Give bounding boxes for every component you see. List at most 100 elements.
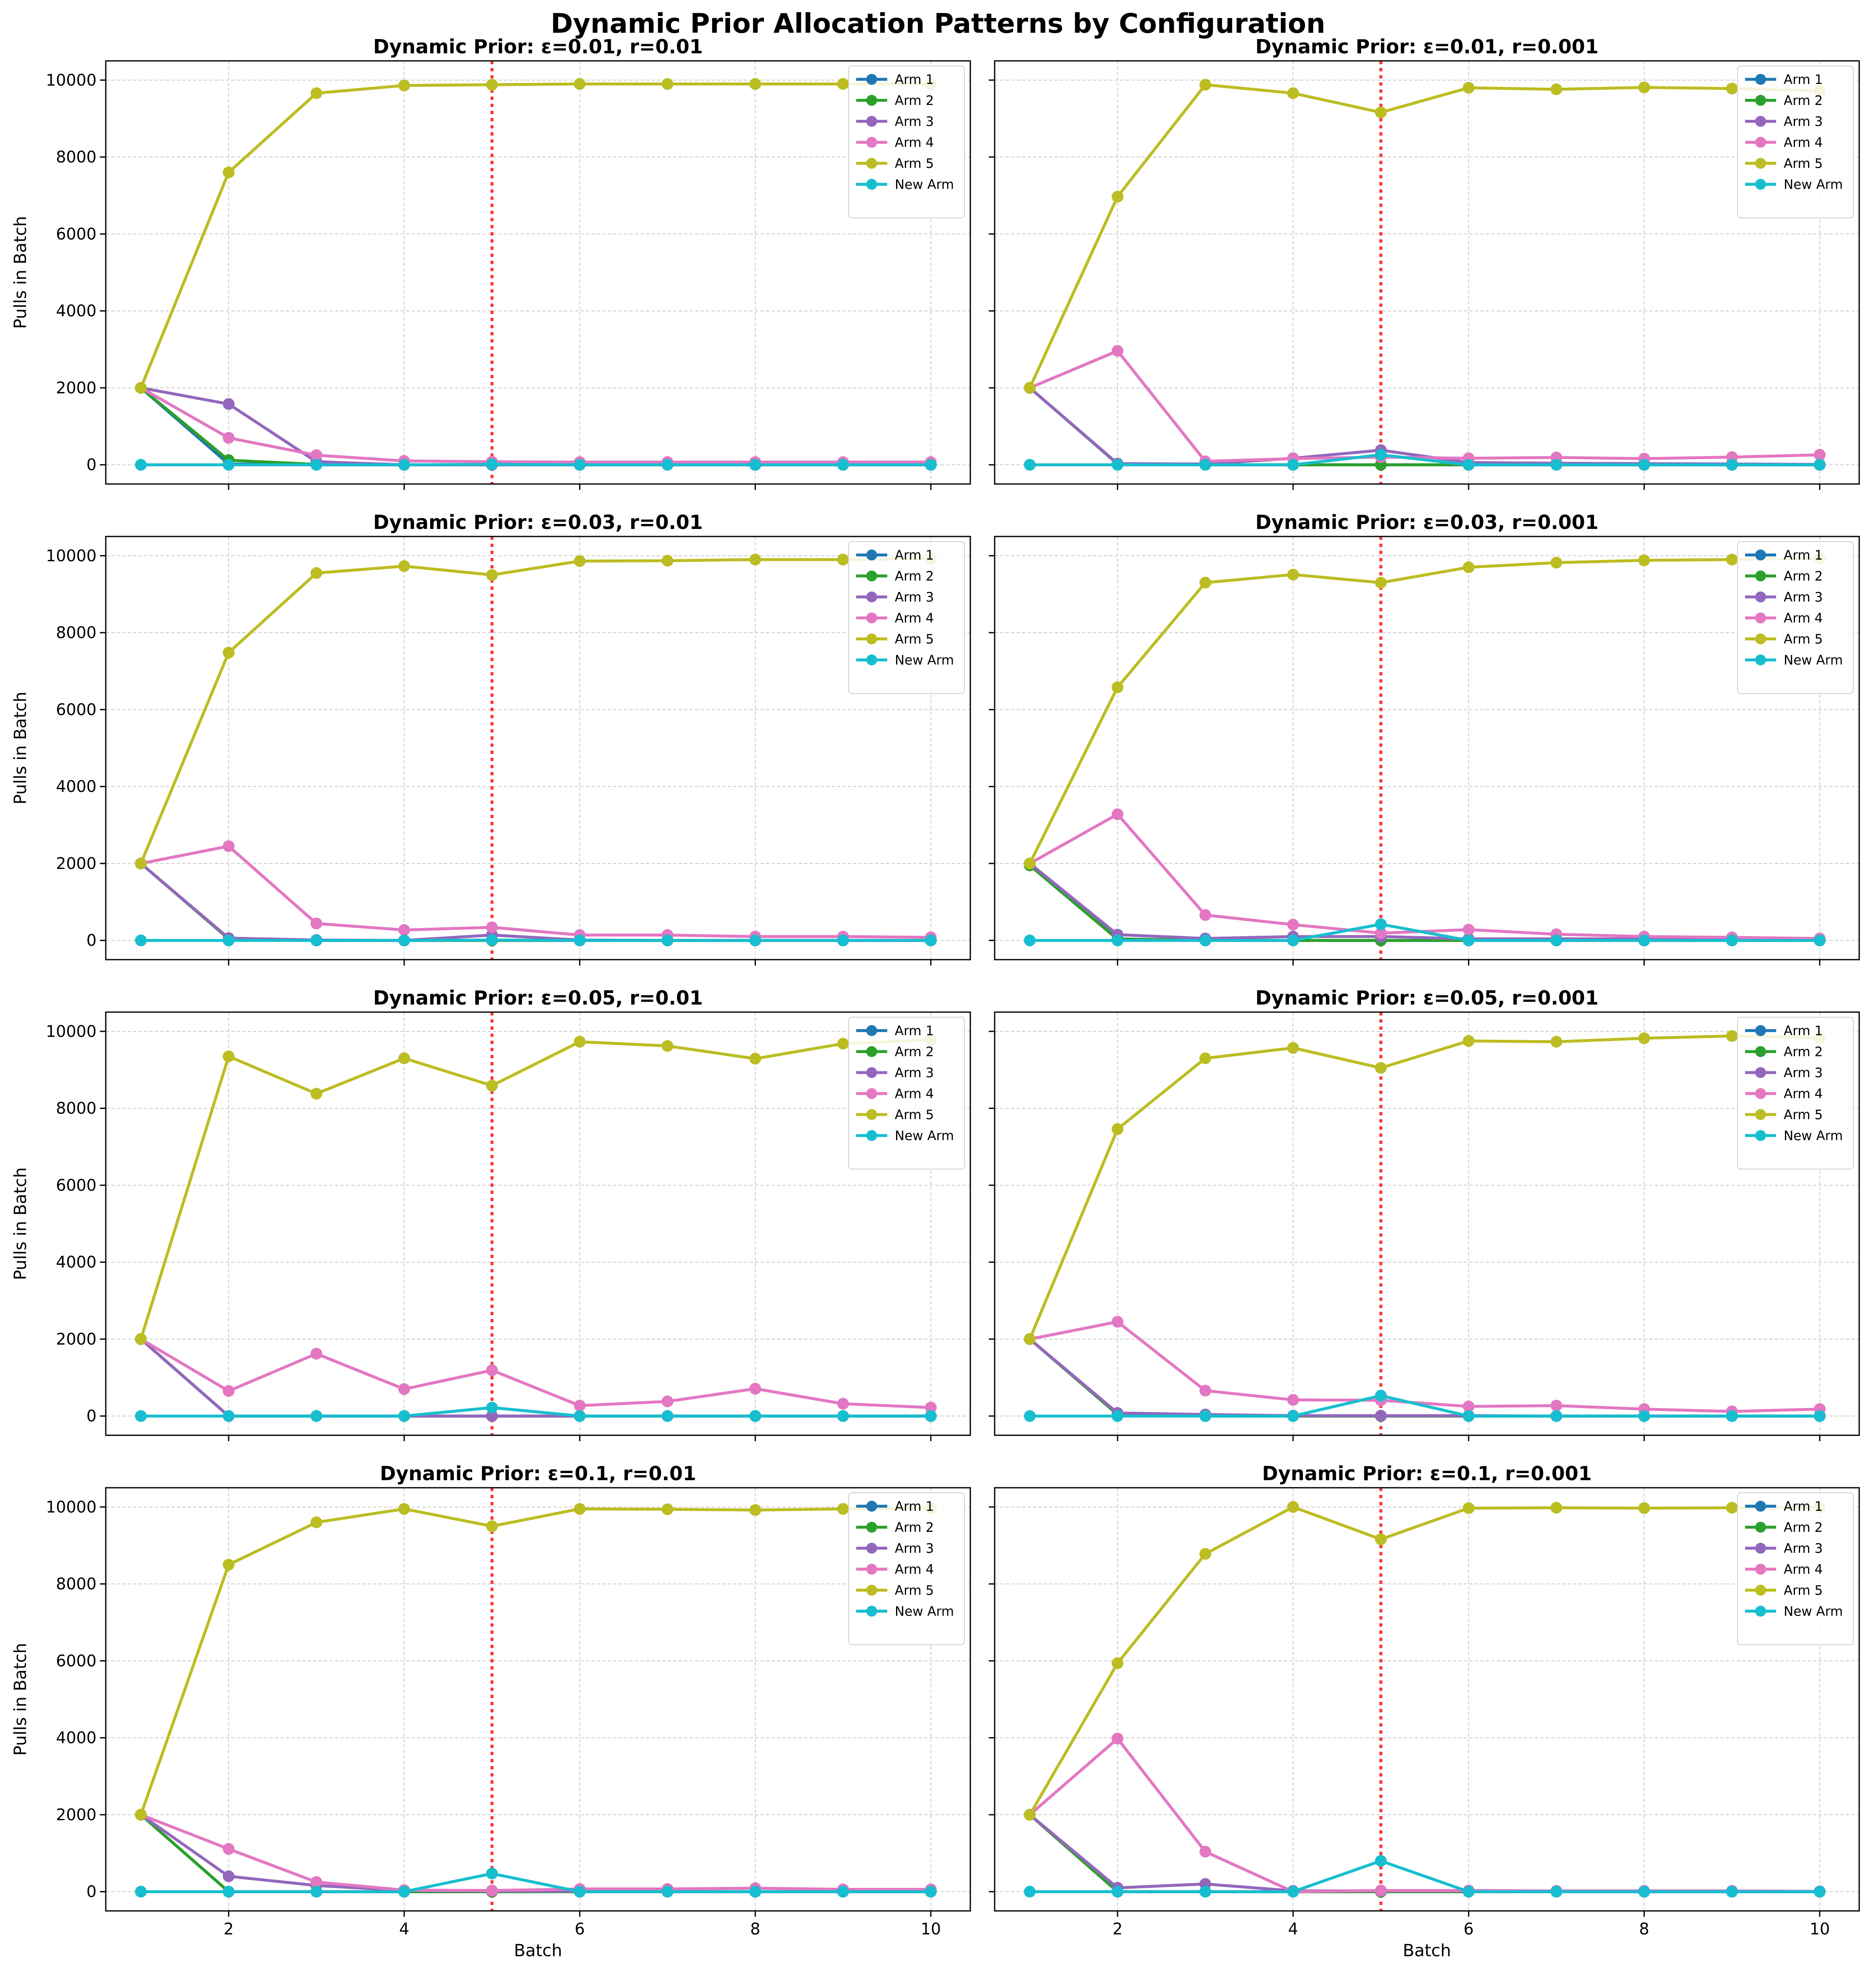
- legend: Arm 1 Arm 2 Arm 3 Arm 4 Arm 5 New Arm: [1737, 1017, 1854, 1170]
- legend-swatch-marker: [1755, 1088, 1766, 1099]
- data-point: [749, 78, 761, 90]
- legend-entry: New Arm: [856, 1604, 954, 1619]
- legend-label: Arm 2: [1784, 1044, 1823, 1060]
- figure-title: Dynamic Prior Allocation Patterns by Con…: [551, 8, 1325, 39]
- legend-entry: Arm 2: [1745, 93, 1823, 108]
- y-tick-label: 4000: [56, 1253, 97, 1272]
- data-point: [486, 1410, 498, 1422]
- legend-entry: Arm 4: [1745, 135, 1823, 150]
- y-tick-label: 10000: [46, 1022, 97, 1041]
- data-point: [749, 934, 761, 947]
- data-point: [1463, 1400, 1475, 1413]
- data-point: [837, 1397, 849, 1410]
- data-point: [1813, 1886, 1826, 1898]
- legend-box: [1737, 1017, 1854, 1170]
- y-axis-label: Pulls in Batch: [11, 216, 30, 329]
- data-point: [574, 78, 586, 90]
- x-tick-label: 2: [1113, 1920, 1123, 1938]
- data-point: [310, 459, 322, 471]
- data-point: [1287, 1410, 1299, 1422]
- data-point: [1726, 553, 1738, 565]
- data-point: [749, 1052, 761, 1065]
- series-line: [1029, 862, 1820, 940]
- y-tick-label: 10000: [46, 71, 97, 89]
- chart-panel-8: Dynamic Prior: ε=0.1, r=0.001 2 4 6 8 10 Batch…: [989, 1462, 1860, 1960]
- data-point: [661, 459, 674, 471]
- legend-entry: Arm 4: [1745, 1086, 1823, 1102]
- data-point: [1111, 1657, 1124, 1669]
- axes-frame: [105, 1487, 971, 1912]
- legend-entry: Arm 5: [856, 632, 934, 647]
- legend-swatch-marker: [1755, 591, 1766, 602]
- legend: Arm 1 Arm 2 Arm 3 Arm 4 Arm 5 New Arm: [1737, 1492, 1854, 1645]
- legend-swatch-marker: [866, 1564, 877, 1575]
- legend-swatch-marker: [1755, 1046, 1766, 1057]
- legend-swatch-marker: [866, 116, 877, 127]
- legend-swatch-marker: [866, 1130, 877, 1141]
- data-point: [310, 917, 322, 929]
- legend-swatch-marker: [866, 74, 877, 85]
- data-point: [398, 1383, 410, 1395]
- axes-frame: [994, 1487, 1860, 1912]
- data-point: [1638, 554, 1650, 566]
- data-point: [1638, 1032, 1650, 1044]
- data-point: [1199, 1845, 1211, 1858]
- legend-label: Arm 4: [1784, 1086, 1823, 1102]
- data-point: [1550, 934, 1562, 947]
- y-axis-label: Pulls in Batch: [11, 692, 30, 805]
- y-tick-label: 4000: [56, 1729, 97, 1747]
- data-point: [1199, 934, 1211, 947]
- data-point: [1199, 1548, 1211, 1560]
- data-point: [661, 1503, 674, 1515]
- legend-swatch-marker: [866, 570, 877, 581]
- series-line: [141, 1872, 931, 1893]
- data-point: [925, 934, 937, 947]
- legend-entry: Arm 4: [1745, 611, 1823, 626]
- legend-swatch-marker: [866, 1109, 877, 1120]
- legend-swatch-marker: [866, 550, 877, 560]
- data-point: [222, 934, 235, 947]
- legend-swatch-marker: [1755, 1109, 1766, 1120]
- legend-label: Arm 1: [895, 548, 934, 563]
- legend-label: Arm 4: [895, 1086, 934, 1102]
- y-tick-label: 8000: [56, 1099, 97, 1117]
- series-line: [139, 1038, 931, 1340]
- panel-title: Dynamic Prior: ε=0.1, r=0.01: [380, 1462, 696, 1485]
- legend-swatch-marker: [866, 612, 877, 623]
- legend-swatch-marker: [866, 591, 877, 602]
- legend-entry: Arm 5: [856, 156, 934, 171]
- axes-frame: [994, 60, 1860, 485]
- data-point: [310, 1348, 322, 1360]
- data-point: [1813, 459, 1826, 471]
- y-tick-label: 10000: [46, 1498, 97, 1516]
- data-point: [1199, 1410, 1211, 1422]
- data-point: [1111, 934, 1124, 947]
- legend-entry: Arm 1: [856, 72, 934, 87]
- legend-box: [848, 1492, 965, 1645]
- data-point: [1726, 82, 1738, 94]
- legend: Arm 1 Arm 2 Arm 3 Arm 4 Arm 5 New Arm: [848, 65, 965, 218]
- data-point: [1024, 1808, 1036, 1821]
- data-point: [837, 934, 849, 947]
- legend-swatch-marker: [1755, 633, 1766, 644]
- y-tick-label: 4000: [56, 777, 97, 796]
- data-point: [1463, 934, 1475, 947]
- data-point: [1024, 857, 1036, 869]
- legend-label: Arm 3: [895, 590, 934, 605]
- data-point: [135, 934, 147, 947]
- data-point: [661, 1886, 674, 1898]
- data-point: [222, 1050, 235, 1062]
- legend-entry: Arm 3: [1745, 114, 1823, 129]
- axes-frame: [105, 536, 971, 960]
- data-point: [1111, 1886, 1124, 1898]
- y-tick-label: 2000: [56, 379, 97, 397]
- legend-entry: Arm 1: [856, 1499, 934, 1514]
- chart-panel-4: Dynamic Prior: ε=0.03, r=0.001 Arm 1 Arm 2…: [989, 511, 1860, 966]
- legend-swatch-marker: [1755, 116, 1766, 127]
- legend-swatch-marker: [1755, 612, 1766, 623]
- legend-label: Arm 1: [1784, 1499, 1823, 1514]
- data-point: [1550, 459, 1562, 471]
- legend-entry: Arm 3: [856, 114, 934, 129]
